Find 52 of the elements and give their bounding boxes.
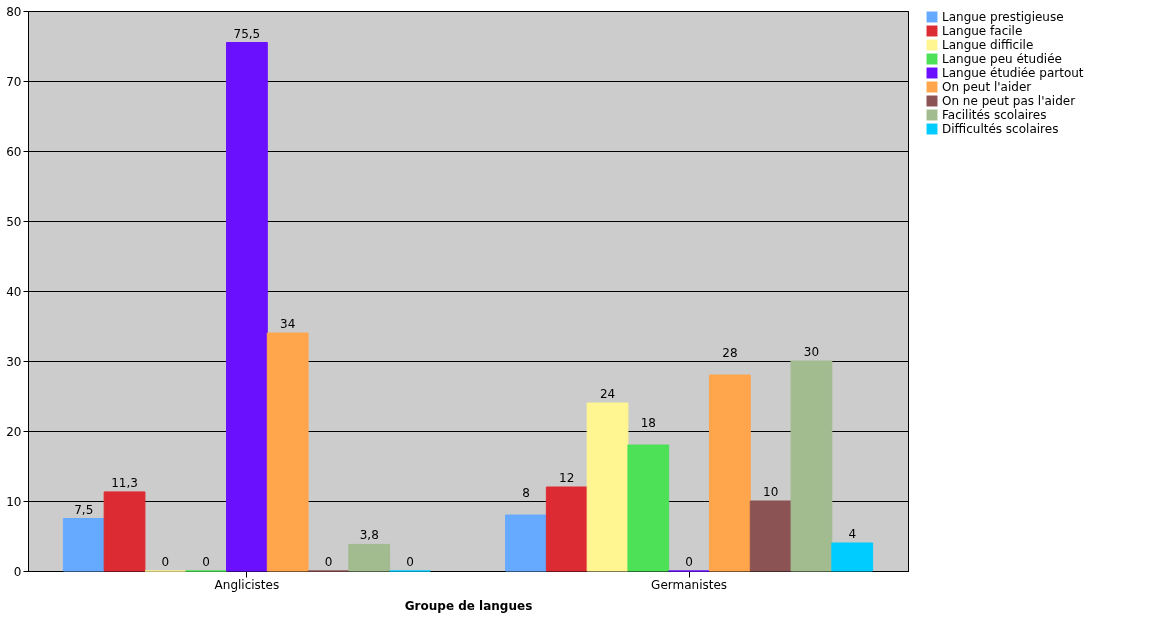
legend-label: Facilités scolaires bbox=[942, 108, 1047, 122]
data-label: 11,3 bbox=[111, 475, 138, 490]
bar bbox=[749, 500, 792, 572]
legend-label: Langue étudiée partout bbox=[942, 66, 1084, 80]
legend-label: Langue facile bbox=[942, 24, 1023, 38]
y-tick-label: 40 bbox=[6, 284, 22, 299]
y-tick-label: 10 bbox=[6, 494, 22, 509]
x-tick-label: Germanistes bbox=[651, 577, 728, 592]
y-tick-label: 20 bbox=[6, 424, 22, 439]
legend-label: On ne peut pas l'aider bbox=[942, 94, 1076, 108]
data-label: 8 bbox=[522, 486, 530, 500]
data-label: 30 bbox=[803, 345, 820, 359]
x-tick-label: Anglicistes bbox=[214, 577, 280, 592]
bar bbox=[545, 486, 588, 572]
data-label: 4 bbox=[848, 527, 857, 541]
bar bbox=[62, 518, 105, 572]
legend-label: On peut l'aider bbox=[942, 80, 1032, 94]
legend-label: Difficultés scolaires bbox=[942, 122, 1059, 136]
y-tick-label: 0 bbox=[13, 564, 22, 579]
y-tick-label: 50 bbox=[6, 214, 22, 229]
y-tick-label: 30 bbox=[6, 354, 22, 369]
bar bbox=[103, 491, 146, 572]
bar bbox=[627, 444, 670, 572]
bar bbox=[831, 542, 874, 572]
data-label: 0 bbox=[202, 555, 210, 569]
bar bbox=[790, 360, 833, 572]
bar bbox=[226, 42, 268, 572]
y-tick-label: 60 bbox=[6, 144, 22, 159]
data-label: 12 bbox=[559, 471, 575, 485]
legend-label: Langue prestigieuse bbox=[942, 10, 1064, 24]
y-tick-label: 80 bbox=[6, 4, 22, 19]
y-tick-label: 70 bbox=[6, 74, 22, 89]
legend-label: Langue peu étudiée bbox=[942, 52, 1062, 66]
bar bbox=[709, 374, 751, 572]
bar bbox=[586, 402, 629, 572]
data-label: 0 bbox=[161, 555, 170, 569]
data-label: 10 bbox=[763, 485, 779, 499]
data-label: 7,5 bbox=[74, 502, 94, 517]
data-label: 24 bbox=[599, 387, 616, 401]
data-label: 28 bbox=[722, 346, 738, 360]
data-label: 0 bbox=[406, 555, 414, 569]
legend-label: Langue difficile bbox=[942, 38, 1034, 52]
bar bbox=[505, 514, 547, 572]
data-label: 18 bbox=[640, 416, 656, 430]
data-label: 0 bbox=[685, 555, 693, 569]
bar bbox=[348, 543, 391, 572]
data-label: 75,5 bbox=[233, 26, 261, 41]
x-axis-title: Groupe de langues bbox=[404, 598, 533, 613]
data-label: 3,8 bbox=[359, 528, 379, 543]
bar bbox=[266, 332, 309, 572]
data-label: 34 bbox=[280, 317, 296, 331]
data-label: 0 bbox=[324, 555, 333, 569]
